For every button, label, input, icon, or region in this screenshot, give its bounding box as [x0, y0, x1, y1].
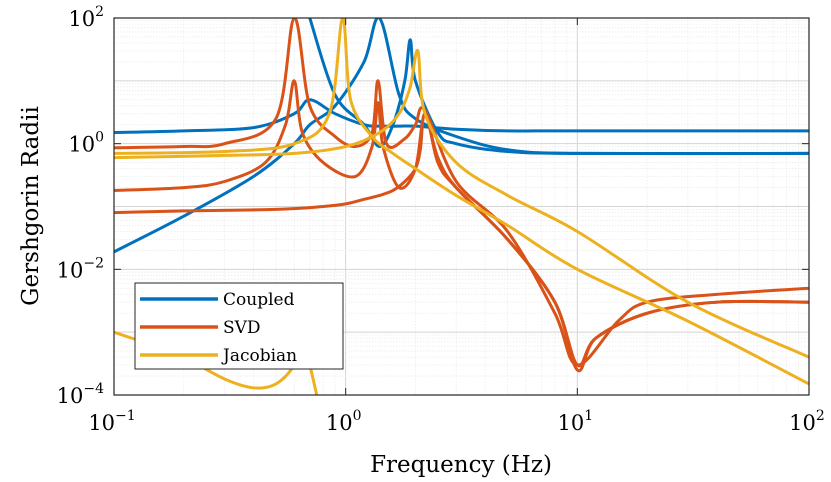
- legend: Coupled SVD Jacobian: [134, 282, 344, 370]
- legend-label-svd: SVD: [223, 318, 261, 338]
- series-line-svd-5: [114, 112, 809, 368]
- grid: [113, 18, 809, 396]
- y-axis-label: Gershgorin Radii: [18, 106, 44, 306]
- legend-label-coupled: Coupled: [223, 290, 295, 310]
- plot-frame: [113, 17, 810, 396]
- series-line-svd-4: [114, 79, 809, 373]
- series-line-svd-3: [114, 18, 809, 367]
- legend-label-jacobian: Jacobian: [221, 346, 297, 366]
- series-line-jacobian-7: [114, 49, 809, 359]
- series-line-coupled-0: [114, 98, 809, 135]
- x-axis-label: Frequency (Hz): [370, 452, 552, 478]
- series-line-jacobian-6: [114, 18, 809, 386]
- series-layer: [114, 18, 809, 395]
